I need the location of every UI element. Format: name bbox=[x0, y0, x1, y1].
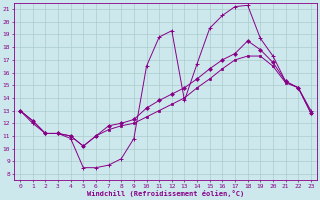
X-axis label: Windchill (Refroidissement éolien,°C): Windchill (Refroidissement éolien,°C) bbox=[87, 190, 244, 197]
